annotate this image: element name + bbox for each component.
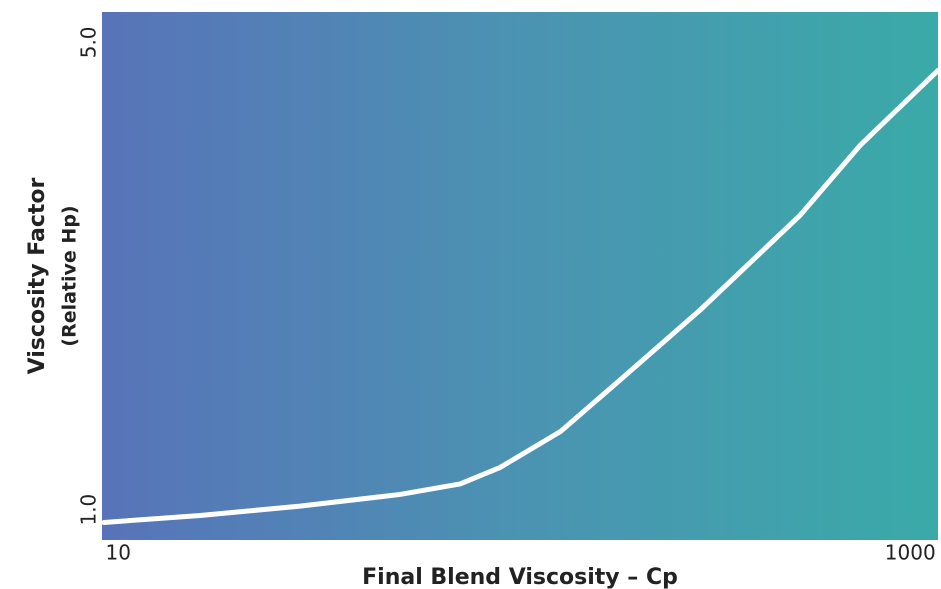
plot-area	[102, 12, 938, 540]
x-axis-title: Final Blend Viscosity – Cp	[362, 565, 678, 589]
x-tick-label: 1000	[885, 541, 936, 565]
line	[101, 67, 941, 525]
y-axis-subtitle: (Relative Hp)	[59, 205, 81, 346]
y-tick-label: 1.0	[77, 494, 101, 526]
x-tick-label: 10	[105, 541, 130, 565]
y-tick-label: 5.0	[77, 26, 101, 58]
y-axis-title: Viscosity Factor	[25, 178, 50, 375]
